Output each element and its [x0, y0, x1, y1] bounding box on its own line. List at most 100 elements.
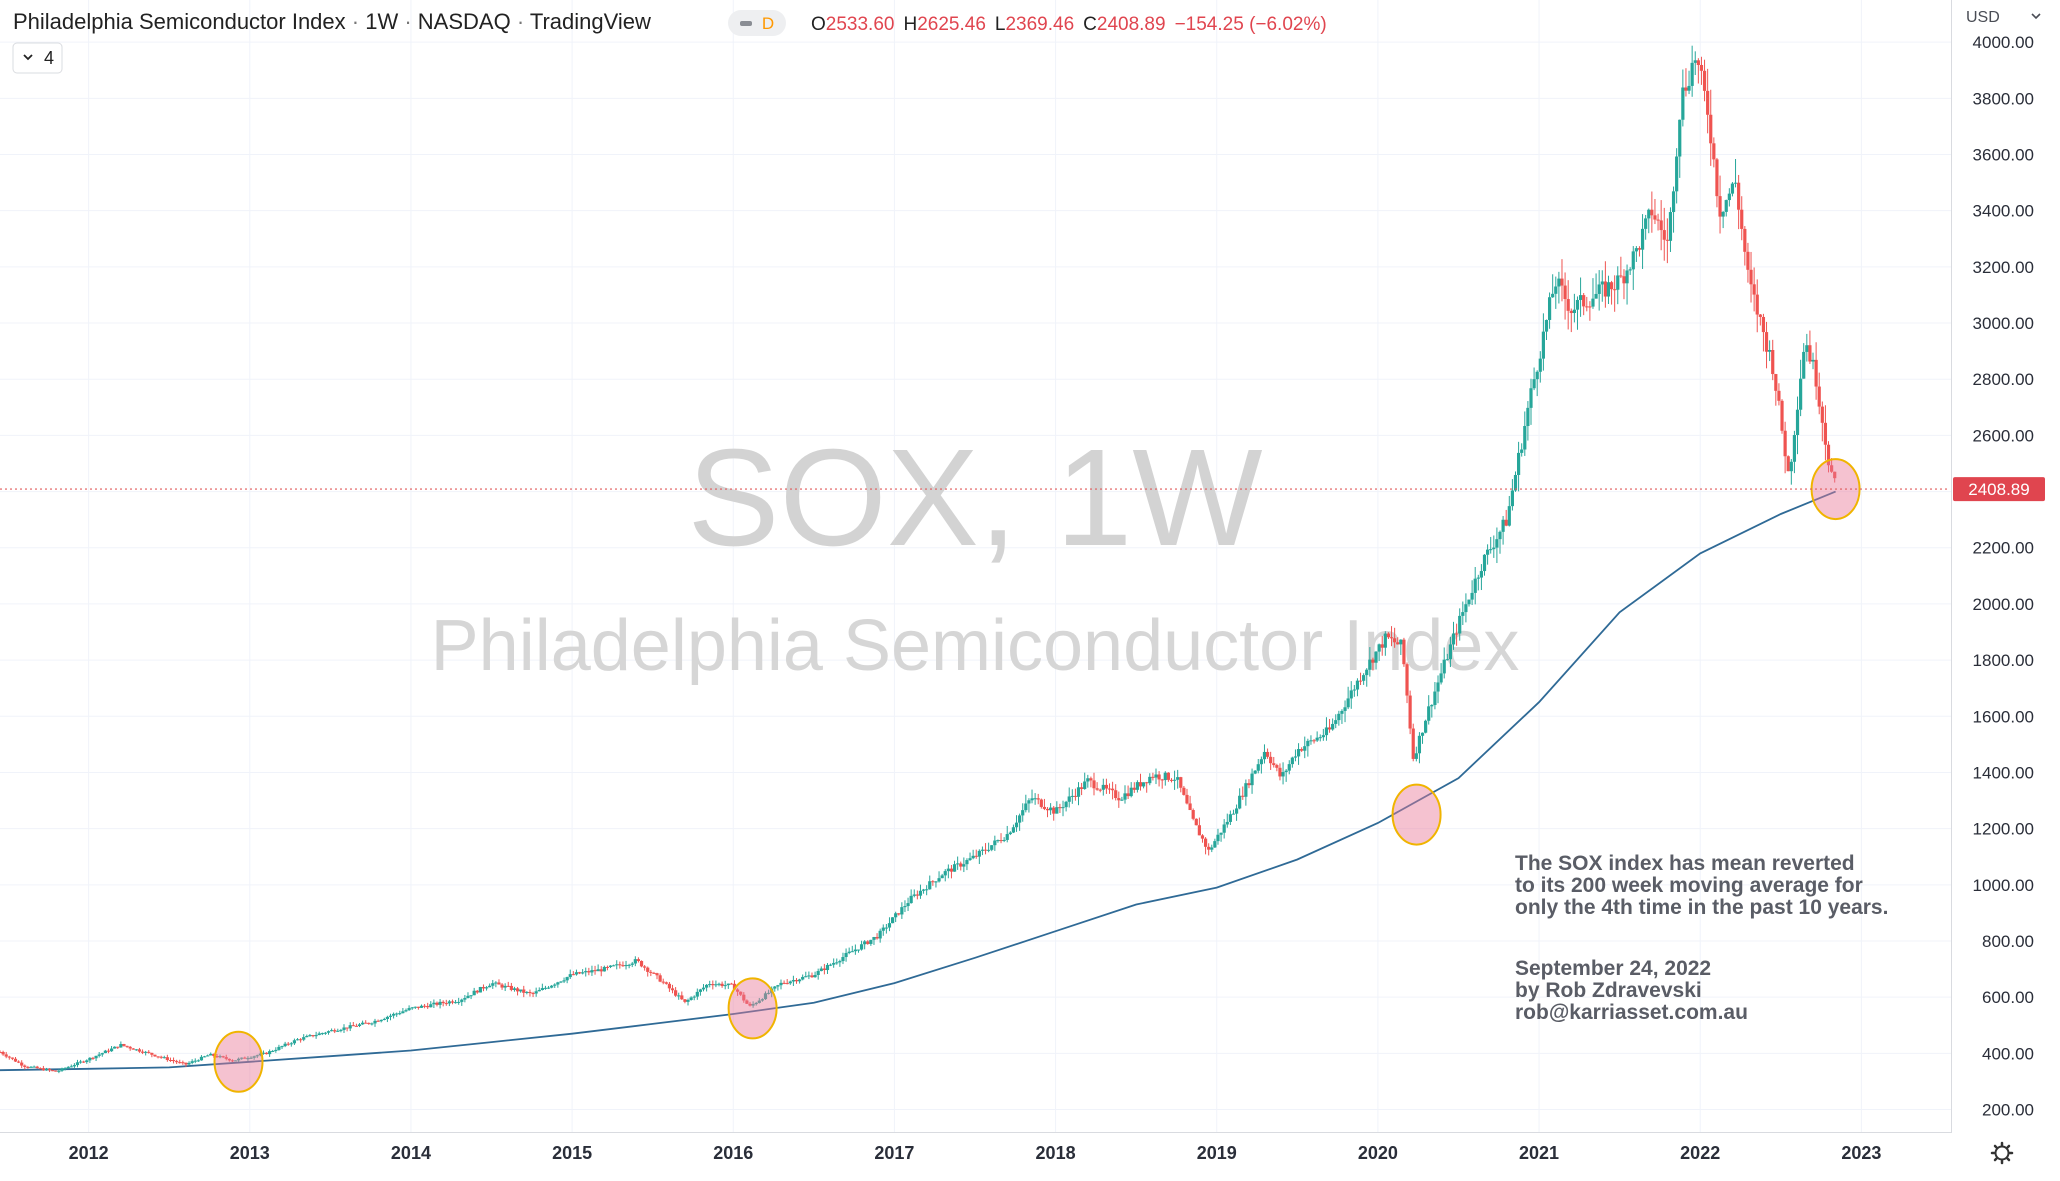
- candle-body: [119, 1044, 123, 1048]
- price-axis[interactable]: 200.00 400.00 600.00 800.00 1000.00 1200.00 14…: [1973, 33, 2034, 1119]
- candle-body: [193, 1060, 197, 1062]
- candle-body: [612, 965, 616, 967]
- currency-chevron-icon[interactable]: [2031, 13, 2041, 20]
- candle-body: [1064, 801, 1068, 808]
- time-axis[interactable]: 2012 2013 2014 2015 2016 2017 2018 2019 2020 2021…: [69, 1143, 1882, 1163]
- candle-body: [1755, 294, 1759, 315]
- settings-gear-icon[interactable]: [1990, 1141, 2014, 1165]
- candle-body: [1269, 756, 1273, 764]
- candle-body: [422, 1005, 427, 1007]
- candle-body: [943, 871, 947, 876]
- candle-body: [1210, 847, 1214, 850]
- currency-label[interactable]: USD: [1966, 9, 2000, 26]
- indicators-toggle[interactable]: 4: [12, 42, 63, 74]
- candle-body: [940, 875, 944, 879]
- candle-body: [401, 1011, 405, 1014]
- candle-body: [1761, 316, 1766, 333]
- candle-body: [1572, 309, 1576, 314]
- candle-body: [224, 1057, 228, 1059]
- candle-body: [1008, 832, 1012, 835]
- candle-body: [1681, 87, 1685, 120]
- candle-body: [915, 894, 919, 896]
- candle-body: [481, 986, 486, 989]
- chart-legend-title[interactable]: Philadelphia Semiconductor Index · 1W · …: [13, 9, 651, 34]
- candle-body: [1752, 284, 1756, 295]
- ohlc-high: 2625.46: [917, 14, 986, 35]
- candle-body: [488, 985, 492, 988]
- candle-body: [649, 971, 653, 973]
- candle-body: [1712, 143, 1716, 160]
- candle-body: [7, 1056, 11, 1058]
- candle-body: [590, 970, 594, 973]
- candle-body: [1640, 228, 1645, 250]
- candle-body: [819, 968, 823, 972]
- candle-body: [643, 966, 647, 968]
- candle-body: [1504, 519, 1508, 526]
- candle-body: [1687, 85, 1691, 91]
- candle-body: [1507, 506, 1511, 526]
- candle-body: [373, 1020, 377, 1024]
- candle-body: [66, 1067, 70, 1069]
- candle-body: [522, 989, 526, 993]
- candle-body: [271, 1050, 275, 1052]
- candle-body: [714, 984, 718, 986]
- candle-body: [683, 999, 687, 1002]
- candle-body: [1120, 799, 1124, 801]
- candle-body: [317, 1033, 321, 1036]
- candle-body: [382, 1018, 386, 1020]
- candle-body: [1135, 782, 1139, 790]
- candle-body: [608, 965, 613, 968]
- candle-body: [838, 961, 842, 963]
- candle-body: [221, 1056, 225, 1058]
- candle-body: [289, 1043, 293, 1045]
- candle-body: [1234, 808, 1239, 814]
- candle-body: [1132, 787, 1136, 790]
- candle-body: [1207, 846, 1211, 850]
- candle-body: [1327, 727, 1332, 730]
- candle-body: [993, 840, 997, 846]
- candle-body: [1671, 191, 1676, 213]
- candle-body: [503, 985, 507, 988]
- candle-body: [776, 985, 780, 987]
- candle-body: [1476, 577, 1480, 579]
- candle-body: [785, 983, 789, 985]
- candle-body: [122, 1044, 126, 1046]
- candle-body: [128, 1046, 132, 1049]
- candle-body: [388, 1015, 393, 1017]
- candle-body: [1625, 270, 1629, 284]
- candle-body: [1358, 680, 1363, 682]
- candle-body: [602, 966, 606, 972]
- candle-body: [903, 906, 907, 908]
- candle-body: [624, 965, 628, 967]
- candle-body: [419, 1005, 424, 1008]
- candle-body: [171, 1060, 176, 1062]
- candle-body: [1662, 230, 1666, 240]
- ma200-line: [0, 490, 1836, 1072]
- candle-body: [131, 1048, 135, 1050]
- last-price-label: 2408.89: [1968, 480, 2029, 499]
- y-tick-label: 1600.00: [1973, 707, 2034, 726]
- candle-body: [804, 976, 808, 978]
- candle-body: [1826, 444, 1831, 466]
- market-status-pill[interactable]: [728, 10, 786, 36]
- candle-body: [94, 1055, 98, 1059]
- candle-body: [305, 1035, 309, 1038]
- candle-body: [47, 1069, 52, 1071]
- candle-body: [1281, 772, 1285, 777]
- candle-body: [1777, 390, 1781, 401]
- candle-body: [1557, 278, 1561, 287]
- candle-body: [1637, 248, 1642, 250]
- candle-body: [1495, 539, 1499, 548]
- candle-body: [537, 990, 541, 992]
- candle-body: [1588, 306, 1592, 308]
- candle-body: [478, 986, 482, 993]
- candle-body: [268, 1051, 272, 1055]
- candle-body: [429, 1004, 433, 1008]
- candle-body: [1067, 796, 1071, 802]
- candle-body: [1730, 183, 1735, 194]
- candle-body: [1535, 371, 1539, 380]
- candle-body: [348, 1025, 352, 1029]
- legend-interval: 1W: [365, 9, 398, 34]
- touch-highlight: [1391, 783, 1442, 846]
